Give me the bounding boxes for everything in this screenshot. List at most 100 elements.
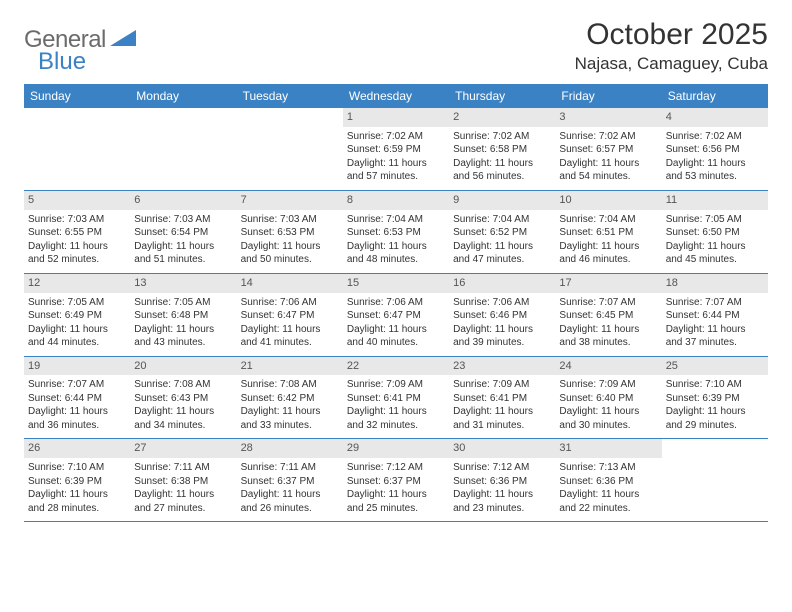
sunset-text: Sunset: 6:43 PM xyxy=(134,392,232,406)
sunrise-text: Sunrise: 7:10 AM xyxy=(28,461,126,475)
day-info: Sunrise: 7:05 AMSunset: 6:50 PMDaylight:… xyxy=(666,213,764,267)
day-info: Sunrise: 7:08 AMSunset: 6:43 PMDaylight:… xyxy=(134,378,232,432)
calendar-day: 14Sunrise: 7:06 AMSunset: 6:47 PMDayligh… xyxy=(237,274,343,356)
calendar-header-row: SundayMondayTuesdayWednesdayThursdayFrid… xyxy=(24,84,768,108)
daylight-text: Daylight: 11 hours and 46 minutes. xyxy=(559,240,657,267)
calendar-day: 16Sunrise: 7:06 AMSunset: 6:46 PMDayligh… xyxy=(449,274,555,356)
day-info: Sunrise: 7:04 AMSunset: 6:51 PMDaylight:… xyxy=(559,213,657,267)
calendar-day-empty xyxy=(24,108,130,190)
daylight-text: Daylight: 11 hours and 38 minutes. xyxy=(559,323,657,350)
day-info: Sunrise: 7:06 AMSunset: 6:47 PMDaylight:… xyxy=(347,296,445,350)
sunrise-text: Sunrise: 7:12 AM xyxy=(453,461,551,475)
location-text: Najasa, Camaguey, Cuba xyxy=(575,54,768,74)
sunset-text: Sunset: 6:51 PM xyxy=(559,226,657,240)
calendar-day: 13 Sunrise: 7:05 AMSunset: 6:48 PMDayligh… xyxy=(130,274,236,356)
calendar-day: 25Sunrise: 7:10 AMSunset: 6:39 PMDayligh… xyxy=(662,357,768,439)
sunset-text: Sunset: 6:57 PM xyxy=(559,143,657,157)
calendar-day: 19Sunrise: 7:07 AMSunset: 6:44 PMDayligh… xyxy=(24,357,130,439)
sunset-text: Sunset: 6:58 PM xyxy=(453,143,551,157)
sunset-text: Sunset: 6:39 PM xyxy=(28,475,126,489)
sunrise-text: Sunrise: 7:05 AM xyxy=(666,213,764,227)
weekday-header: Tuesday xyxy=(237,84,343,108)
sunset-text: Sunset: 6:42 PM xyxy=(241,392,339,406)
daylight-text: Daylight: 11 hours and 27 minutes. xyxy=(134,488,232,515)
calendar-day: 17 Sunrise: 7:07 AMSunset: 6:45 PMDayligh… xyxy=(555,274,661,356)
title-block: October 2025 Najasa, Camaguey, Cuba xyxy=(575,18,768,74)
day-info: Sunrise: 7:08 AMSunset: 6:42 PMDaylight:… xyxy=(241,378,339,432)
sunrise-text: Sunrise: 7:06 AM xyxy=(453,296,551,310)
day-number: 11 xyxy=(662,191,768,210)
sunset-text: Sunset: 6:59 PM xyxy=(347,143,445,157)
calendar-row: 1Sunrise: 7:02 AMSunset: 6:59 PMDaylight… xyxy=(24,108,768,191)
daylight-text: Daylight: 11 hours and 53 minutes. xyxy=(666,157,764,184)
day-number: 21 xyxy=(237,357,343,376)
sunset-text: Sunset: 6:36 PM xyxy=(453,475,551,489)
sunrise-text: Sunrise: 7:10 AM xyxy=(666,378,764,392)
day-number: 2 xyxy=(449,108,555,127)
daylight-text: Daylight: 11 hours and 52 minutes. xyxy=(28,240,126,267)
daylight-text: Daylight: 11 hours and 45 minutes. xyxy=(666,240,764,267)
sunrise-text: Sunrise: 7:03 AM xyxy=(28,213,126,227)
calendar-day: 6Sunrise: 7:03 AMSunset: 6:54 PMDaylight… xyxy=(130,191,236,273)
sunrise-text: Sunrise: 7:07 AM xyxy=(666,296,764,310)
calendar-day: 26 Sunrise: 7:10 AMSunset: 6:39 PMDayligh… xyxy=(24,439,130,521)
day-info: Sunrise: 7:07 AMSunset: 6:45 PMDaylight:… xyxy=(559,296,657,350)
day-info: Sunrise: 7:05 AMSunset: 6:48 PMDaylight:… xyxy=(134,296,232,350)
calendar-row: 5Sunrise: 7:03 AMSunset: 6:55 PMDaylight… xyxy=(24,191,768,274)
day-info: Sunrise: 7:11 AMSunset: 6:37 PMDaylight:… xyxy=(241,461,339,515)
daylight-text: Daylight: 11 hours and 48 minutes. xyxy=(347,240,445,267)
weekday-header: Saturday xyxy=(662,84,768,108)
calendar-day: 2Sunrise: 7:02 AMSunset: 6:58 PMDaylight… xyxy=(449,108,555,190)
day-info: Sunrise: 7:04 AMSunset: 6:52 PMDaylight:… xyxy=(453,213,551,267)
daylight-text: Daylight: 11 hours and 37 minutes. xyxy=(666,323,764,350)
daylight-text: Daylight: 11 hours and 26 minutes. xyxy=(241,488,339,515)
day-number: 17 xyxy=(555,274,661,293)
sunset-text: Sunset: 6:52 PM xyxy=(453,226,551,240)
sunrise-text: Sunrise: 7:13 AM xyxy=(559,461,657,475)
sunrise-text: Sunrise: 7:09 AM xyxy=(559,378,657,392)
weekday-header: Monday xyxy=(130,84,236,108)
sunrise-text: Sunrise: 7:04 AM xyxy=(347,213,445,227)
calendar-day: 29Sunrise: 7:12 AMSunset: 6:37 PMDayligh… xyxy=(343,439,449,521)
day-info: Sunrise: 7:10 AMSunset: 6:39 PMDaylight:… xyxy=(666,378,764,432)
daylight-text: Daylight: 11 hours and 51 minutes. xyxy=(134,240,232,267)
day-number: 22 xyxy=(343,357,449,376)
calendar-day: 28 Sunrise: 7:11 AMSunset: 6:37 PMDayligh… xyxy=(237,439,343,521)
sunrise-text: Sunrise: 7:05 AM xyxy=(28,296,126,310)
daylight-text: Daylight: 11 hours and 47 minutes. xyxy=(453,240,551,267)
day-number: 28 xyxy=(237,439,343,458)
calendar-day: 9Sunrise: 7:04 AMSunset: 6:52 PMDaylight… xyxy=(449,191,555,273)
day-info: Sunrise: 7:09 AMSunset: 6:41 PMDaylight:… xyxy=(347,378,445,432)
sunrise-text: Sunrise: 7:02 AM xyxy=(559,130,657,144)
day-info: Sunrise: 7:03 AMSunset: 6:55 PMDaylight:… xyxy=(28,213,126,267)
sunset-text: Sunset: 6:53 PM xyxy=(347,226,445,240)
day-number: 30 xyxy=(449,439,555,458)
day-number: 16 xyxy=(449,274,555,293)
calendar-day: 18Sunrise: 7:07 AMSunset: 6:44 PMDayligh… xyxy=(662,274,768,356)
sunset-text: Sunset: 6:37 PM xyxy=(241,475,339,489)
day-number: 10 xyxy=(555,191,661,210)
daylight-text: Daylight: 11 hours and 32 minutes. xyxy=(347,405,445,432)
day-number: 13 xyxy=(130,274,236,293)
day-info: Sunrise: 7:07 AMSunset: 6:44 PMDaylight:… xyxy=(28,378,126,432)
daylight-text: Daylight: 11 hours and 57 minutes. xyxy=(347,157,445,184)
day-number: 27 xyxy=(130,439,236,458)
day-number: 1 xyxy=(343,108,449,127)
sunset-text: Sunset: 6:50 PM xyxy=(666,226,764,240)
sunrise-text: Sunrise: 7:04 AM xyxy=(453,213,551,227)
sunset-text: Sunset: 6:55 PM xyxy=(28,226,126,240)
sunset-text: Sunset: 6:36 PM xyxy=(559,475,657,489)
daylight-text: Daylight: 11 hours and 28 minutes. xyxy=(28,488,126,515)
calendar-day: 21 Sunrise: 7:08 AMSunset: 6:42 PMDayligh… xyxy=(237,357,343,439)
calendar: SundayMondayTuesdayWednesdayThursdayFrid… xyxy=(24,84,768,522)
day-number: 26 xyxy=(24,439,130,458)
day-info: Sunrise: 7:09 AMSunset: 6:40 PMDaylight:… xyxy=(559,378,657,432)
sunrise-text: Sunrise: 7:09 AM xyxy=(453,378,551,392)
daylight-text: Daylight: 11 hours and 56 minutes. xyxy=(453,157,551,184)
daylight-text: Daylight: 11 hours and 39 minutes. xyxy=(453,323,551,350)
day-info: Sunrise: 7:13 AMSunset: 6:36 PMDaylight:… xyxy=(559,461,657,515)
daylight-text: Daylight: 11 hours and 25 minutes. xyxy=(347,488,445,515)
calendar-day: 11 Sunrise: 7:05 AMSunset: 6:50 PMDayligh… xyxy=(662,191,768,273)
daylight-text: Daylight: 11 hours and 22 minutes. xyxy=(559,488,657,515)
calendar-day: 12Sunrise: 7:05 AMSunset: 6:49 PMDayligh… xyxy=(24,274,130,356)
